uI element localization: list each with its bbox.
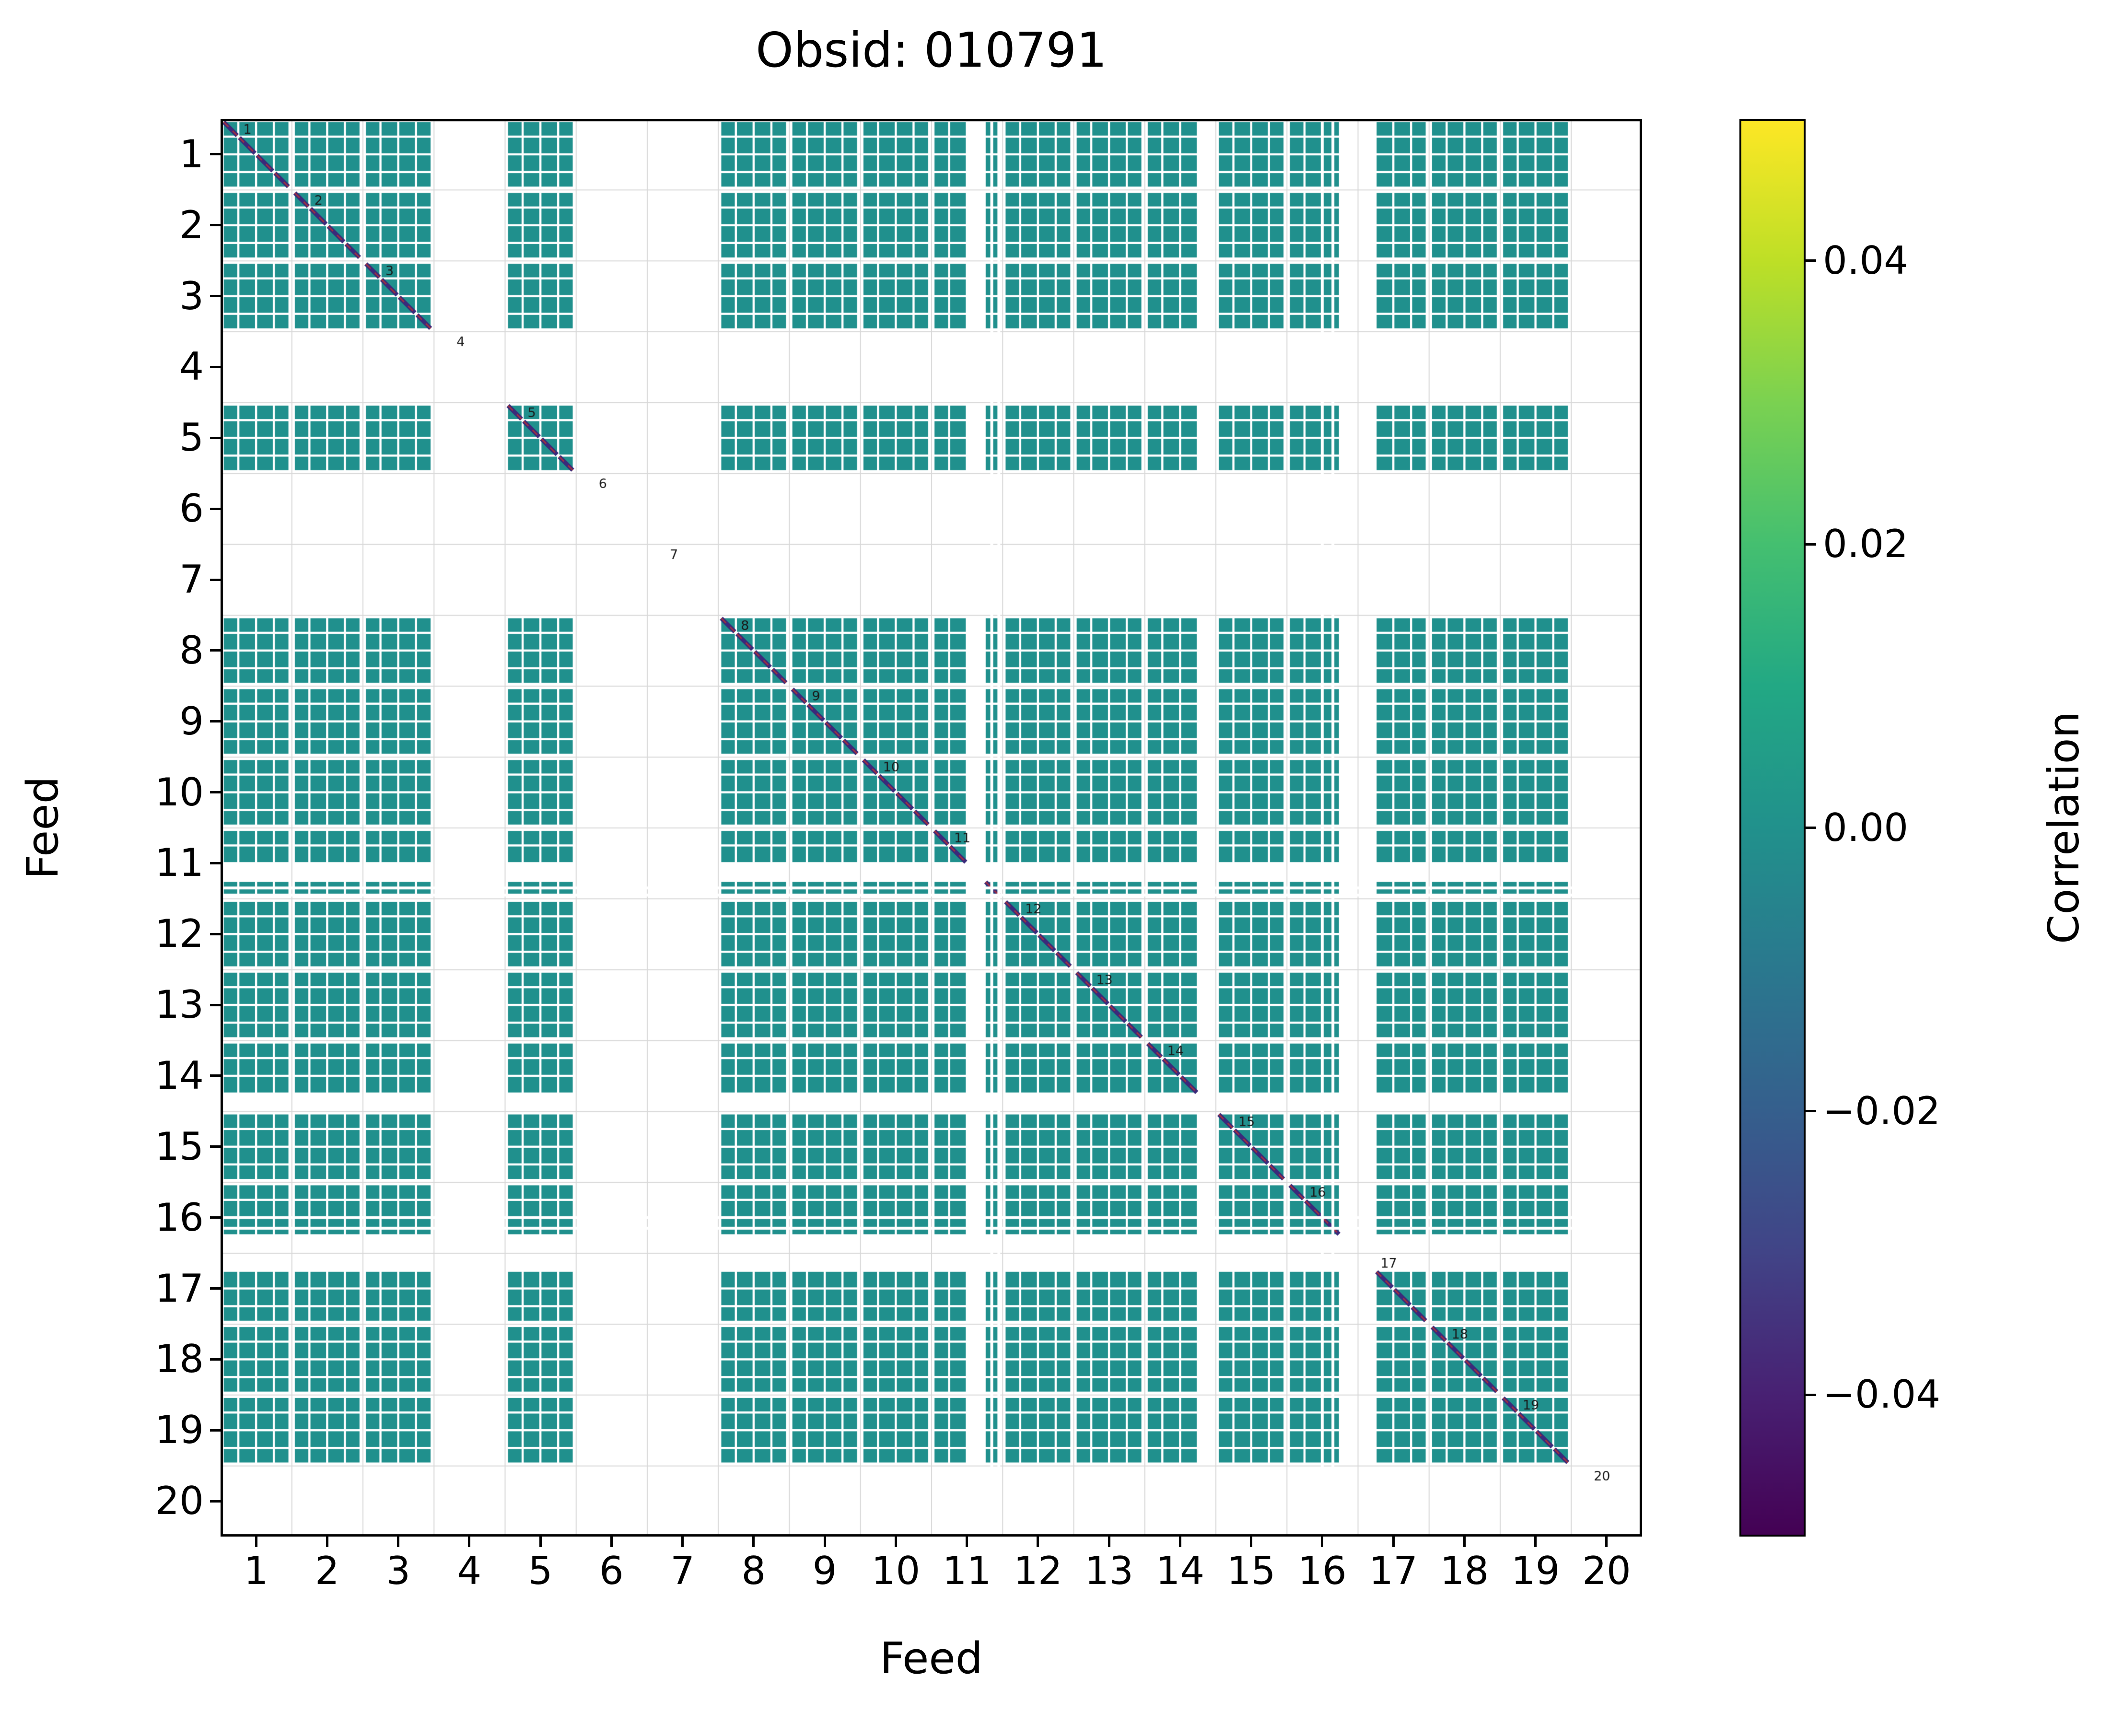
x-tick-mark [823, 1537, 826, 1547]
x-tick-label: 9 [812, 1549, 837, 1593]
x-tick-label: 8 [741, 1549, 766, 1593]
y-tick-mark [210, 1500, 221, 1503]
y-tick-mark [210, 295, 221, 298]
heatmap-plot-area [221, 119, 1642, 1537]
y-tick-label: 9 [179, 699, 204, 744]
y-tick-label: 15 [155, 1124, 204, 1169]
y-tick-mark [210, 720, 221, 723]
y-tick-mark [210, 791, 221, 794]
y-tick-mark [210, 436, 221, 439]
x-tick-mark [1250, 1537, 1253, 1547]
x-tick-mark [966, 1537, 968, 1547]
y-tick-mark [210, 649, 221, 652]
y-tick-mark [210, 1429, 221, 1432]
y-tick-label: 14 [155, 1053, 204, 1098]
colorbar-tick-mark [1806, 1393, 1816, 1396]
y-tick-mark [210, 578, 221, 581]
x-axis-label: Feed [880, 1633, 983, 1684]
y-tick-label: 7 [179, 557, 204, 602]
y-tick-label: 1 [179, 131, 204, 176]
colorbar-tick-label: −0.02 [1823, 1088, 1941, 1133]
y-tick-label: 12 [155, 911, 204, 956]
x-tick-label: 3 [386, 1549, 411, 1593]
x-tick-label: 1 [244, 1549, 268, 1593]
x-tick-mark [1108, 1537, 1110, 1547]
x-tick-mark [1463, 1537, 1466, 1547]
y-tick-mark [210, 1145, 221, 1148]
y-tick-label: 3 [179, 273, 204, 318]
colorbar-gradient [1739, 119, 1806, 1537]
x-tick-label: 15 [1226, 1549, 1276, 1593]
x-tick-label: 20 [1582, 1549, 1631, 1593]
colorbar-tick-mark [1806, 259, 1816, 262]
x-tick-label: 14 [1155, 1549, 1205, 1593]
x-tick-mark [894, 1537, 897, 1547]
colorbar-tick-label: 0.04 [1823, 238, 1909, 283]
colorbar-label: Correlation [2039, 711, 2088, 944]
x-tick-mark [1178, 1537, 1181, 1547]
x-tick-label: 11 [942, 1549, 991, 1593]
colorbar-tick-mark [1806, 543, 1816, 546]
y-tick-mark [210, 507, 221, 510]
x-tick-mark [681, 1537, 684, 1547]
x-tick-mark [1534, 1537, 1537, 1547]
y-tick-mark [210, 1216, 221, 1219]
y-tick-mark [210, 365, 221, 368]
x-tick-label: 2 [315, 1549, 339, 1593]
x-tick-label: 17 [1369, 1549, 1418, 1593]
x-tick-mark [468, 1537, 471, 1547]
y-tick-label: 20 [155, 1479, 204, 1524]
x-tick-label: 7 [670, 1549, 695, 1593]
colorbar-tick-mark [1806, 1110, 1816, 1113]
y-tick-mark [210, 862, 221, 864]
x-tick-label: 12 [1013, 1549, 1062, 1593]
x-tick-mark [539, 1537, 542, 1547]
y-tick-label: 17 [155, 1266, 204, 1311]
y-tick-label: 5 [179, 415, 204, 460]
y-tick-label: 4 [179, 344, 204, 389]
y-tick-label: 13 [155, 982, 204, 1027]
y-tick-label: 18 [155, 1337, 204, 1382]
y-tick-mark [210, 1287, 221, 1290]
correlation-heatmap [221, 119, 1642, 1537]
y-tick-label: 11 [155, 840, 204, 885]
y-tick-label: 19 [155, 1408, 204, 1453]
colorbar-tick-mark [1806, 827, 1816, 829]
x-tick-label: 16 [1297, 1549, 1347, 1593]
y-tick-label: 2 [179, 202, 204, 247]
x-tick-label: 4 [457, 1549, 482, 1593]
x-tick-label: 5 [528, 1549, 553, 1593]
x-tick-mark [1321, 1537, 1324, 1547]
x-tick-mark [1605, 1537, 1608, 1547]
x-tick-mark [1037, 1537, 1039, 1547]
y-tick-label: 6 [179, 486, 204, 531]
y-tick-mark [210, 1358, 221, 1361]
x-tick-mark [752, 1537, 755, 1547]
x-tick-label: 10 [871, 1549, 921, 1593]
x-tick-mark [1392, 1537, 1395, 1547]
colorbar-tick-label: 0.02 [1823, 522, 1909, 567]
x-tick-mark [326, 1537, 328, 1547]
x-tick-mark [397, 1537, 400, 1547]
colorbar-tick-label: −0.04 [1823, 1372, 1941, 1417]
y-tick-mark [210, 932, 221, 935]
x-tick-label: 13 [1085, 1549, 1134, 1593]
colorbar-tick-label: 0.00 [1823, 805, 1909, 850]
x-tick-label: 6 [599, 1549, 624, 1593]
y-tick-label: 16 [155, 1195, 204, 1240]
y-tick-mark [210, 224, 221, 227]
x-tick-mark [610, 1537, 613, 1547]
y-tick-mark [210, 153, 221, 156]
y-tick-label: 10 [155, 769, 204, 815]
x-tick-mark [255, 1537, 257, 1547]
y-axis-label: Feed [18, 776, 68, 879]
y-tick-label: 8 [179, 628, 204, 673]
y-tick-mark [210, 1074, 221, 1077]
x-tick-label: 18 [1440, 1549, 1489, 1593]
x-tick-label: 19 [1511, 1549, 1560, 1593]
chart-title: Obsid: 010791 [756, 22, 1107, 78]
y-tick-mark [210, 1003, 221, 1006]
